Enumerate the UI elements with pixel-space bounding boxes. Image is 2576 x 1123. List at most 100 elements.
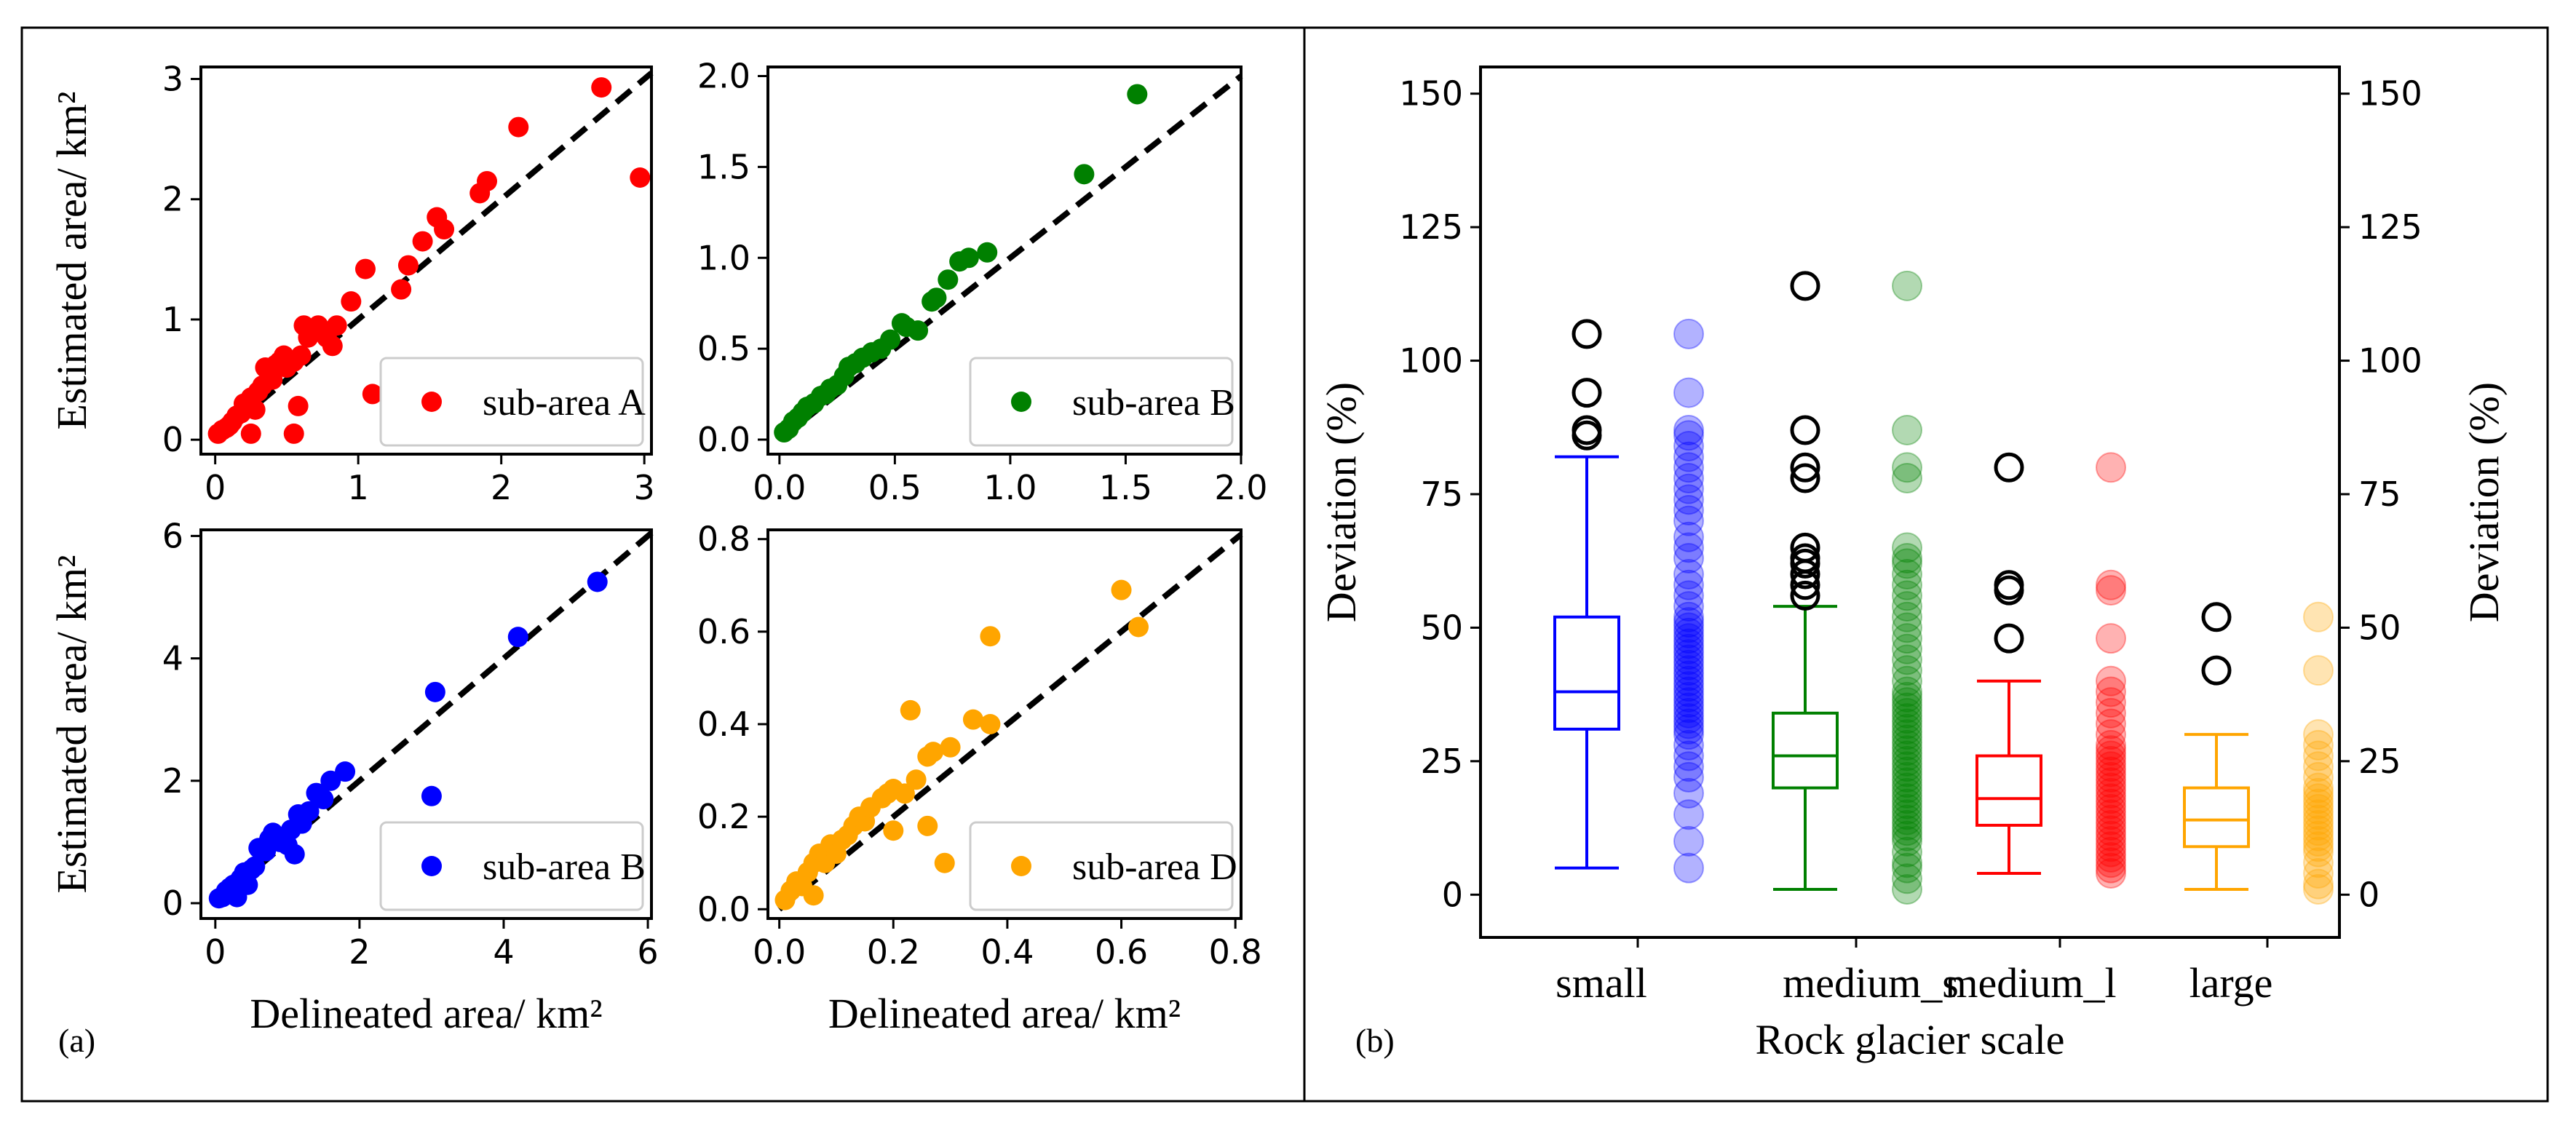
x-tick-label: 0.4 bbox=[980, 932, 1034, 972]
strip-point bbox=[2096, 772, 2126, 803]
strip-point bbox=[2096, 761, 2126, 793]
strip-point bbox=[2096, 745, 2126, 777]
strip-point bbox=[2303, 783, 2334, 814]
strip-point bbox=[1892, 745, 1922, 777]
strip-point bbox=[1673, 484, 1704, 515]
strip-point bbox=[1673, 660, 1704, 691]
strip-point bbox=[1892, 873, 1922, 905]
strip-point bbox=[2303, 868, 2334, 900]
scatter-point bbox=[434, 219, 455, 240]
strip-point bbox=[1892, 580, 1922, 611]
strip-point bbox=[2096, 569, 2126, 600]
strip-point bbox=[1892, 708, 1922, 739]
scatter-point bbox=[980, 714, 1001, 734]
y-tick-label: 0.0 bbox=[697, 889, 750, 929]
strip-point bbox=[2096, 719, 2126, 750]
strip-point bbox=[1892, 761, 1922, 793]
x-tick-label: 2 bbox=[349, 932, 370, 972]
y-tick-label-left: 125 bbox=[1399, 207, 1463, 247]
legend-marker bbox=[1011, 856, 1031, 876]
strip-point bbox=[2096, 665, 2126, 697]
x-tick-label: 1.0 bbox=[983, 468, 1037, 507]
strip-point bbox=[1673, 569, 1704, 600]
strip-point bbox=[1673, 473, 1704, 504]
strip-point bbox=[1673, 639, 1704, 670]
scatter-point bbox=[926, 287, 947, 309]
strip-point bbox=[2096, 783, 2126, 814]
strip-point bbox=[1892, 724, 1922, 755]
strip-point bbox=[1892, 569, 1922, 600]
outlier-point bbox=[1790, 580, 1820, 611]
scatter-point bbox=[1074, 164, 1095, 185]
strip-point bbox=[2096, 841, 2126, 873]
strip-point bbox=[1673, 617, 1704, 648]
strip-point bbox=[2096, 751, 2126, 782]
strip-point bbox=[1892, 767, 1922, 798]
scatter-point bbox=[1127, 84, 1148, 105]
strip-point bbox=[1673, 719, 1704, 750]
x-tick-label: 0.5 bbox=[868, 468, 922, 507]
strip-point bbox=[2096, 740, 2126, 771]
strip-point bbox=[1892, 788, 1922, 820]
y-tick-label: 0.6 bbox=[697, 612, 750, 651]
scatter-point bbox=[362, 384, 383, 405]
strip-point bbox=[1892, 601, 1922, 632]
outlier-point bbox=[1994, 623, 2024, 654]
strip-point bbox=[1673, 318, 1704, 349]
strip-point bbox=[1673, 692, 1704, 723]
strip-point bbox=[1892, 462, 1922, 493]
scatter-point bbox=[980, 626, 1001, 647]
strip-point bbox=[2096, 847, 2126, 878]
x-tick-label: 4 bbox=[493, 932, 514, 972]
scatter-point bbox=[354, 258, 376, 279]
y-tick-label: 2 bbox=[162, 761, 183, 801]
category-label: large bbox=[2189, 959, 2273, 1007]
strip-point bbox=[2096, 788, 2126, 820]
scatter-sub-area-d: 0.0 0.2 0.4 0.6 0.8 0.0 0.2 0.4 0.6 0.8 Delineated… bbox=[697, 520, 1262, 1037]
strip-point bbox=[1892, 799, 1922, 830]
scatter-point bbox=[508, 116, 529, 138]
strip-point bbox=[2303, 793, 2334, 825]
strip-point bbox=[1673, 697, 1704, 729]
x-tick-label: 0.2 bbox=[867, 932, 920, 972]
strip-point bbox=[2303, 809, 2334, 841]
x-tick-label: 6 bbox=[637, 932, 658, 972]
scatter-point bbox=[1111, 579, 1132, 600]
y-tick-label: 3 bbox=[162, 60, 183, 99]
outlier-point bbox=[1572, 319, 1602, 349]
strip-point bbox=[2303, 729, 2334, 761]
strip-point bbox=[1673, 687, 1704, 718]
outlier-point bbox=[1790, 452, 1820, 483]
y-tick-label-right: 125 bbox=[2358, 207, 2422, 247]
y-tick-label: 0.0 bbox=[697, 420, 750, 459]
outlier-point bbox=[1790, 543, 1820, 574]
strip-point bbox=[1892, 559, 1922, 590]
panel-b-frame bbox=[1303, 26, 2549, 1103]
y-tick-label: 6 bbox=[162, 516, 183, 555]
strip-point bbox=[1673, 633, 1704, 664]
strip-point bbox=[1673, 462, 1704, 493]
outlier-point bbox=[1790, 415, 1820, 445]
x-tick-label: 0.8 bbox=[1209, 932, 1262, 972]
legend-label: sub-area A bbox=[483, 382, 646, 424]
scatter-point bbox=[421, 785, 442, 806]
outlier-point bbox=[1790, 532, 1820, 563]
strip-point bbox=[2096, 575, 2126, 606]
outlier-point bbox=[1572, 378, 1602, 408]
y-tick-label-right: 25 bbox=[2358, 742, 2401, 781]
strip-point bbox=[2303, 804, 2334, 836]
strip-point bbox=[1892, 687, 1922, 718]
strip-point bbox=[1892, 548, 1922, 579]
strip-point bbox=[2303, 825, 2334, 857]
scatter-point bbox=[326, 315, 347, 336]
scatter-sub-area-b-bottom: 0 2 4 6 0 2 4 6 Estimated area/ km² Delineated ar… bbox=[48, 516, 659, 1037]
y-axis-title-left: Deviation (%) bbox=[1317, 382, 1365, 622]
y-tick-label: 1.5 bbox=[697, 147, 750, 186]
strip-point bbox=[1892, 863, 1922, 894]
scatter-point bbox=[900, 699, 921, 721]
strip-point bbox=[1673, 665, 1704, 697]
strip-point bbox=[1892, 783, 1922, 814]
strip-point bbox=[1892, 836, 1922, 868]
scatter-point bbox=[283, 423, 304, 444]
y-axis-title: Estimated area/ km² bbox=[48, 555, 95, 893]
